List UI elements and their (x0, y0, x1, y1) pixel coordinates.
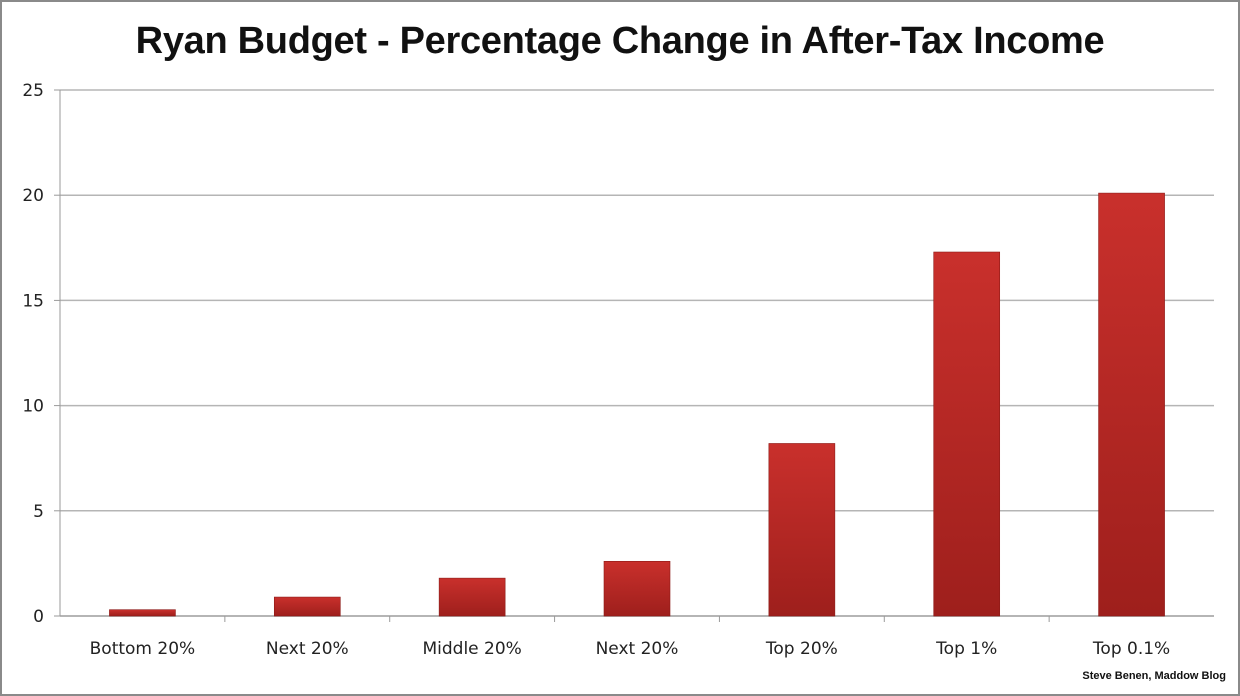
y-tick-label: 25 (22, 81, 44, 101)
y-tick-label: 10 (22, 397, 44, 417)
bar (273, 596, 341, 617)
bar (768, 443, 836, 617)
x-tick-label: Next 20% (266, 639, 349, 659)
x-tick-label: Next 20% (596, 639, 679, 659)
y-tick-label: 5 (33, 502, 44, 522)
bars (109, 192, 1165, 617)
source-credit: Steve Benen, Maddow Blog (1082, 670, 1226, 682)
bar (109, 609, 176, 617)
bar (603, 560, 671, 617)
bar (438, 577, 506, 617)
x-tick-label: Bottom 20% (90, 639, 196, 659)
y-tick-label: 15 (22, 291, 44, 311)
y-tick-label: 0 (33, 607, 44, 627)
x-axis-ticks: Bottom 20% Next 20% Middle 20% Next 20% Top … (90, 616, 1170, 659)
x-tick-label: Middle 20% (422, 639, 521, 659)
x-tick-label: Top 20% (765, 639, 838, 659)
gridlines (60, 89, 1214, 617)
bar (933, 251, 1001, 617)
x-tick-label: Top 0.1% (1092, 639, 1170, 659)
y-tick-label: 20 (22, 186, 44, 206)
x-tick-label: Top 1% (935, 639, 997, 659)
y-axis-ticks: 0 5 10 15 20 25 (22, 81, 61, 627)
bar (1098, 192, 1165, 617)
chart-title: Ryan Budget - Percentage Change in After… (135, 20, 1105, 62)
